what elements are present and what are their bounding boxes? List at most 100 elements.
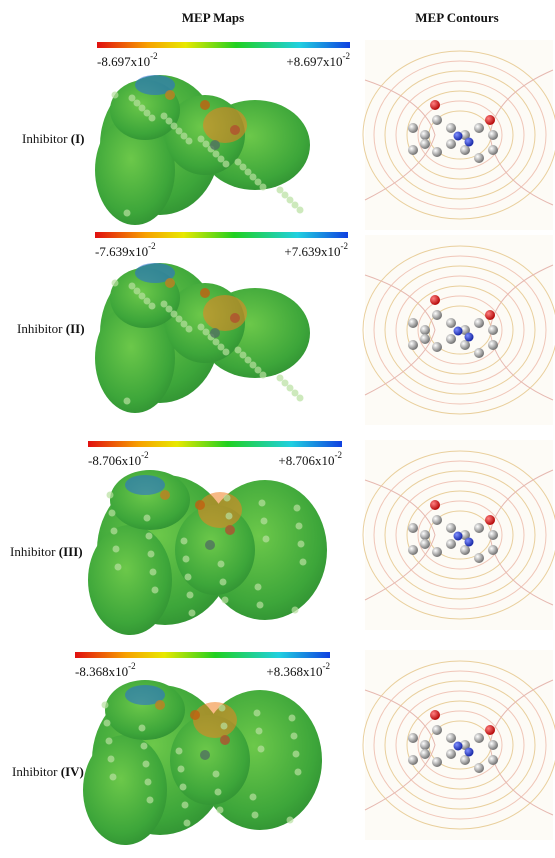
atom xyxy=(143,761,150,768)
atom xyxy=(181,321,188,328)
scale-exponent: -2 xyxy=(148,241,156,251)
atom xyxy=(180,784,187,791)
heteroatom xyxy=(225,525,235,535)
contour-atom xyxy=(488,130,498,140)
contour-atom xyxy=(432,547,442,557)
atom xyxy=(147,797,154,804)
atom xyxy=(110,774,117,781)
atom xyxy=(292,607,299,614)
contour-atom xyxy=(432,147,442,157)
contour-atom xyxy=(460,145,470,155)
contour-atom xyxy=(420,130,430,140)
atom xyxy=(203,141,210,148)
heteroatom xyxy=(160,490,170,500)
mep-negative xyxy=(198,492,242,528)
atom xyxy=(203,329,210,336)
atom xyxy=(260,184,267,191)
atom xyxy=(213,339,220,346)
label-numeral: (I) xyxy=(71,131,85,146)
atom xyxy=(250,174,257,181)
atom xyxy=(293,751,300,758)
scale-label: +8.697x10-2 xyxy=(286,51,350,69)
scale-mantissa: -8.697 xyxy=(97,54,131,69)
atom xyxy=(182,802,189,809)
scale-mantissa: +8.706 xyxy=(278,453,315,468)
atom xyxy=(297,207,304,214)
heteroatom xyxy=(165,278,175,288)
scale-unit: x10 xyxy=(315,453,335,468)
row: -7.639x10-2+7.639x10-2Inhibitor (II) xyxy=(17,232,555,425)
atom xyxy=(144,110,151,117)
atom xyxy=(144,515,151,522)
contour-atom xyxy=(432,115,442,125)
contour-nitrogen xyxy=(465,748,474,757)
scale-label: +7.639x10-2 xyxy=(284,241,348,259)
scale-unit: x10 xyxy=(303,664,323,679)
contour-atom xyxy=(474,348,484,358)
contour-atom xyxy=(446,123,456,133)
color-bar xyxy=(75,652,330,658)
color-bar xyxy=(97,42,350,48)
atom xyxy=(298,541,305,548)
contour-atom xyxy=(408,145,418,155)
atom xyxy=(166,306,173,313)
contour-atom xyxy=(446,749,456,759)
contour-atom xyxy=(432,310,442,320)
contour-atom xyxy=(432,515,442,525)
atom xyxy=(254,710,261,717)
atom xyxy=(102,702,109,709)
contour-atom xyxy=(408,318,418,328)
atom xyxy=(250,794,257,801)
heteroatom xyxy=(230,313,240,323)
contour-atom xyxy=(460,340,470,350)
atom xyxy=(107,492,114,499)
heteroatom xyxy=(190,710,200,720)
inhibitor-label: Inhibitor (IV) xyxy=(12,764,84,779)
atom xyxy=(256,728,263,735)
atom xyxy=(150,569,157,576)
contour-nitrogen xyxy=(465,333,474,342)
contour-oxygen xyxy=(485,115,495,125)
contour-atom xyxy=(488,545,498,555)
scale-exponent: -2 xyxy=(341,241,349,251)
contour-atom xyxy=(474,733,484,743)
atom xyxy=(258,746,265,753)
scale-label: -8.368x10-2 xyxy=(75,661,136,679)
label-numeral: (IV) xyxy=(61,764,84,779)
atom xyxy=(235,159,242,166)
scale-unit: x10 xyxy=(109,664,129,679)
atom xyxy=(250,362,257,369)
scale-label: -8.697x10-2 xyxy=(97,51,158,69)
atom xyxy=(108,756,115,763)
atom xyxy=(219,705,226,712)
contour-atom xyxy=(420,334,430,344)
contour-atom xyxy=(488,145,498,155)
contour-atom xyxy=(488,740,498,750)
contour-atom xyxy=(488,340,498,350)
atom xyxy=(213,771,220,778)
scale-label: -8.706x10-2 xyxy=(88,450,149,468)
atom xyxy=(129,95,136,102)
scale-exponent: -2 xyxy=(335,450,343,460)
atom xyxy=(176,316,183,323)
atom xyxy=(287,817,294,824)
scale-label: +8.706x10-2 xyxy=(278,450,342,468)
contour-oxygen xyxy=(430,100,440,110)
atom xyxy=(139,105,146,112)
atom xyxy=(282,380,289,387)
contour-atom xyxy=(408,545,418,555)
contour-oxygen xyxy=(485,310,495,320)
mep-surface xyxy=(83,735,167,845)
atom xyxy=(183,556,190,563)
atom xyxy=(104,720,111,727)
atom xyxy=(291,733,298,740)
atom xyxy=(292,202,299,209)
contour-atom xyxy=(446,539,456,549)
scale-exponent: -2 xyxy=(323,661,331,671)
contour-atom xyxy=(420,325,430,335)
atom xyxy=(297,395,304,402)
contour-atom xyxy=(408,733,418,743)
mep-contour xyxy=(363,650,555,840)
contour-nitrogen xyxy=(465,538,474,547)
atom xyxy=(149,115,156,122)
